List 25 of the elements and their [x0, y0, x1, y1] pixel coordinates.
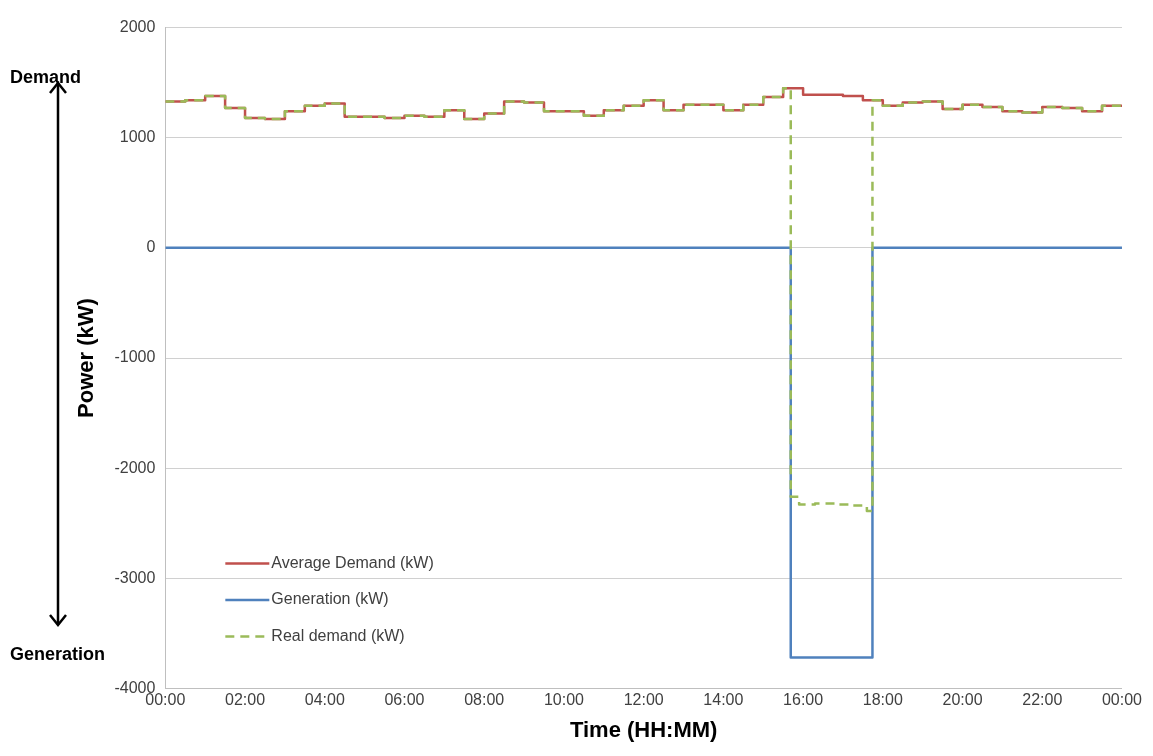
x-tick-label: 02:00	[225, 691, 266, 709]
x-tick-label: 18:00	[862, 691, 903, 709]
y-axis-title: Power (kW)	[73, 298, 99, 418]
legend-label: Real demand (kW)	[271, 626, 405, 644]
y-tick-label: -3000	[114, 568, 156, 586]
x-axis-title: Time (HH:MM)	[569, 716, 718, 742]
y-tick-label: -1000	[114, 348, 156, 366]
legend-label: Average Demand (kW)	[271, 553, 434, 571]
x-tick-label: 08:00	[464, 691, 505, 709]
x-tick-label: 12:00	[623, 691, 664, 709]
x-tick-label: 04:00	[304, 691, 345, 709]
x-tick-label: 00:00	[1101, 691, 1143, 709]
x-tick-label: 10:00	[543, 691, 585, 709]
x-tick-label: 06:00	[384, 691, 425, 709]
text: Demand	[10, 66, 82, 87]
x-tick-label: 16:00	[783, 691, 824, 709]
y-tick-label: -2000	[114, 458, 156, 476]
y-tick-label: 0	[146, 238, 156, 256]
text: Generation	[10, 644, 106, 665]
x-tick-label: 14:00	[703, 691, 744, 709]
x-tick-label: 22:00	[1022, 691, 1063, 709]
legend-label: Generation (kW)	[271, 590, 389, 608]
x-tick-label: 20:00	[942, 691, 983, 709]
y-tick-label: 2000	[119, 18, 156, 36]
y-tick-label: 1000	[119, 128, 156, 146]
